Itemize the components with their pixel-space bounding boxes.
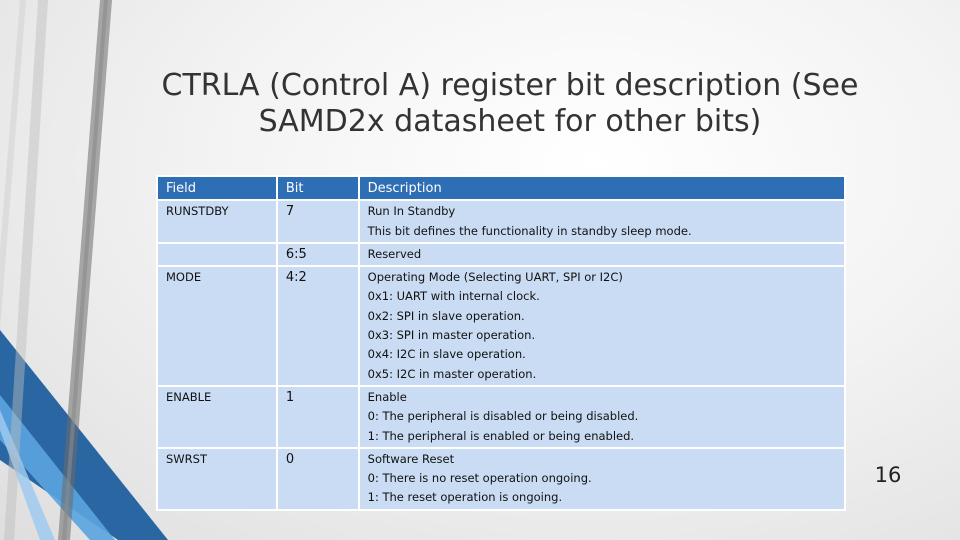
- description-line: 0x2: SPI in slave operation.: [367, 308, 525, 323]
- description-line: Operating Mode (Selecting UART, SPI or I…: [367, 270, 623, 285]
- bit-cell: 0: [275, 446, 360, 511]
- header-description: Description: [357, 174, 847, 202]
- title-line-1: CTRLA (Control A) register bit descripti…: [161, 68, 859, 103]
- description-line: 1: The reset operation is ongoing.: [367, 490, 563, 505]
- description-line: 0: There is no reset operation ongoing.: [367, 471, 592, 486]
- description-cell: Operating Mode (Selecting UART, SPI or I…: [357, 265, 847, 387]
- description-line: This bit defines the functionality in st…: [367, 223, 692, 238]
- header-bit: Bit: [275, 174, 360, 202]
- description-cell: Enable 0: The peripheral is disabled or …: [357, 384, 847, 449]
- description-line: 0x1: UART with internal clock.: [367, 289, 540, 304]
- field-cell: ENABLE: [156, 384, 278, 449]
- description-cell: Reserved: [357, 241, 847, 268]
- description-line: Software Reset: [367, 451, 455, 466]
- table-header-row: Field Bit Description: [156, 174, 847, 202]
- bit-cell: 4:2: [275, 265, 360, 387]
- description-cell: Software Reset 0: There is no reset oper…: [357, 446, 847, 511]
- title-line-2: SAMD2x datasheet for other bits): [258, 104, 762, 139]
- field-cell: MODE: [156, 265, 278, 387]
- bit-cell: 6:5: [275, 241, 360, 268]
- table-row: SWRST 0 Software Reset 0: There is no re…: [156, 446, 847, 511]
- field-cell: SWRST: [156, 446, 278, 511]
- bit-cell: 1: [275, 384, 360, 449]
- description-line: 0: The peripheral is disabled or being d…: [367, 409, 639, 424]
- field-cell: RUNSTDBY: [156, 199, 278, 244]
- description-line: Run In Standby: [367, 204, 456, 219]
- slide-title: CTRLA (Control A) register bit descripti…: [130, 68, 890, 140]
- table-row: MODE 4:2 Operating Mode (Selecting UART,…: [156, 265, 847, 387]
- table-row: ENABLE 1 Enable 0: The peripheral is dis…: [156, 384, 847, 449]
- description-line: 0x4: I2C in slave operation.: [367, 347, 526, 362]
- page-number: 16: [874, 463, 902, 487]
- register-bit-table: Field Bit Description RUNSTDBY 7 Run In …: [156, 174, 847, 511]
- description-line: 1: The peripheral is enabled or being en…: [367, 428, 635, 443]
- description-line: Enable: [367, 389, 407, 404]
- description-line: 0x5: I2C in master operation.: [367, 366, 537, 381]
- table-row: 6:5 Reserved: [156, 241, 847, 268]
- header-field: Field: [156, 174, 278, 202]
- bit-cell: 7: [275, 199, 360, 244]
- description-line: 0x3: SPI in master operation.: [367, 328, 536, 343]
- description-cell: Run In Standby This bit defines the func…: [357, 199, 847, 244]
- field-cell: [156, 241, 278, 268]
- description-line: Reserved: [367, 246, 422, 261]
- table-row: RUNSTDBY 7 Run In Standby This bit defin…: [156, 199, 847, 244]
